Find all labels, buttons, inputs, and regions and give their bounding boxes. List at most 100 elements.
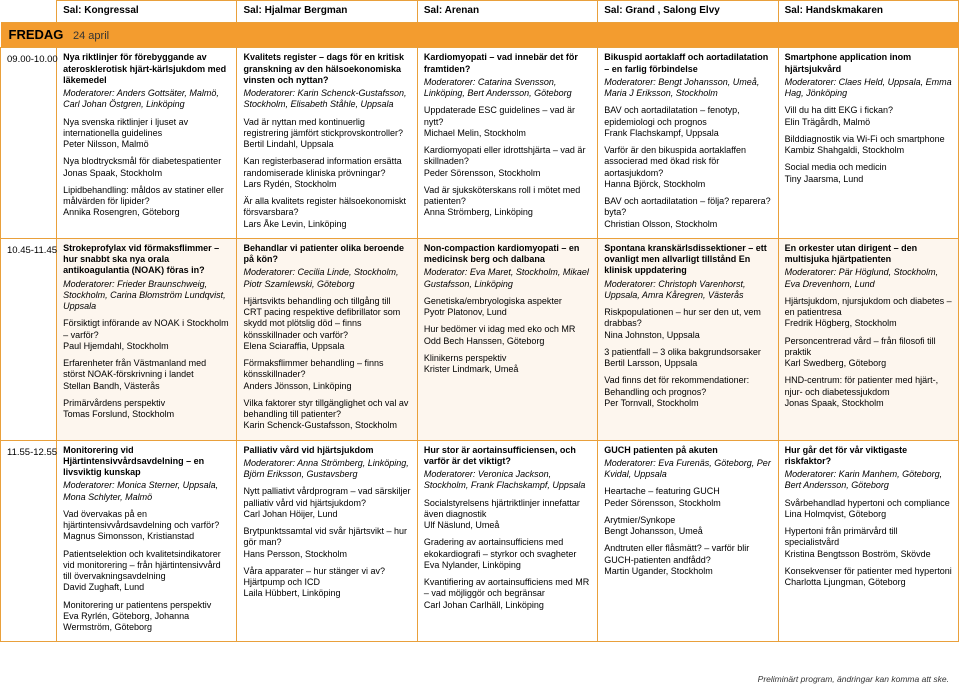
talk-speaker: Carl Johan Höijer, Lund	[243, 509, 410, 520]
talk-item: Varför är den bikuspida aortaklaffen ass…	[604, 145, 771, 190]
session-moderators: Moderatorer: Catarina Svensson, Linköpin…	[424, 77, 591, 100]
talk-title: Vad finns det för rekommendationer: Beha…	[604, 375, 771, 398]
talk-item: 3 patientfall – 3 olika bakgrundsorsaker…	[604, 347, 771, 370]
talk-title: Varför är den bikuspida aortaklaffen ass…	[604, 145, 771, 179]
talk-speaker: Frank Flachskampf, Uppsala	[604, 128, 771, 139]
session-cell: Non-compaction kardiomyopati – en medici…	[417, 238, 597, 440]
talk-title: Hjärtsjukdom, njursjukdom och diabetes –…	[785, 296, 952, 319]
talk-speaker: Michael Melin, Stockholm	[424, 128, 591, 139]
talk-title: Kan registerbaserad information ersätta …	[243, 156, 410, 179]
talk-speaker: Paul Hjemdahl, Stockholm	[63, 341, 230, 352]
talk-title: Hur bedömer vi idag med eko och MR	[424, 324, 591, 335]
talk-item: Konsekvenser för patienter med hypertoni…	[785, 566, 952, 589]
time-cell: 11.55-12.55	[1, 440, 57, 642]
session-title: Smartphone application inom hjärtsjukvår…	[785, 52, 952, 75]
talk-item: Patientselektion och kvalitetsindikatore…	[63, 549, 230, 594]
talk-title: Socialstyrelsens hjärtriktlinjer innefat…	[424, 498, 591, 521]
talk-item: Erfarenheter från Västmanland med störst…	[63, 358, 230, 392]
talk-speaker: Hans Persson, Stockholm	[243, 549, 410, 560]
talk-title: Lipidbehandling: måldos av statiner elle…	[63, 185, 230, 208]
talk-speaker: Tomas Forslund, Stockholm	[63, 409, 230, 420]
talk-speaker: Nina Johnston, Uppsala	[604, 330, 771, 341]
talk-item: Genetiska/embryologiska aspekterPyotr Pl…	[424, 296, 591, 319]
session-title: Kvalitets register – dags för en kritisk…	[243, 52, 410, 86]
session-moderators: Moderatorer: Anna Strömberg, Linköping, …	[243, 458, 410, 481]
talk-speaker: Bertil Lindahl, Uppsala	[243, 139, 410, 150]
talk-title: Riskpopulationen – hur ser den ut, vem d…	[604, 307, 771, 330]
talk-item: Arytmier/SynkopeBengt Johansson, Umeå	[604, 515, 771, 538]
talk-speaker: Peder Sörensson, Stockholm	[604, 498, 771, 509]
talk-speaker: Charlotta Ljungman, Göteborg	[785, 577, 952, 588]
talk-title: Vad är sjuksköterskans roll i mötet med …	[424, 185, 591, 208]
talk-speaker: Magnus Simonsson, Kristianstad	[63, 531, 230, 542]
session-title: Spontana kranskärlsdissektioner – ett ov…	[604, 243, 771, 277]
session-moderators: Moderator: Eva Maret, Stockholm, Mikael …	[424, 267, 591, 290]
talk-speaker: Eva Nylander, Linköping	[424, 560, 591, 571]
talk-item: Vill du ha ditt EKG i fickan?Elin Trägår…	[785, 105, 952, 128]
talk-speaker: Carl Johan Carlhäll, Linköping	[424, 600, 591, 611]
session-moderators: Moderatorer: Pär Höglund, Stockholm, Eva…	[785, 267, 952, 290]
talk-title: Kardiomyopati eller idrottshjärta – vad …	[424, 145, 591, 168]
talk-speaker: Kristina Bengtsson Boström, Skövde	[785, 549, 952, 560]
session-cell: Palliativ vård vid hjärtsjukdomModerator…	[237, 440, 417, 642]
talk-item: Förmaksflimmer behandling – finns könssk…	[243, 358, 410, 392]
talk-title: Primärvårdens perspektiv	[63, 398, 230, 409]
session-cell: Behandlar vi patienter olika beroende på…	[237, 238, 417, 440]
talk-speaker: Jonas Spaak, Stockholm	[785, 398, 952, 409]
corner-cell	[1, 1, 57, 23]
talk-speaker: Odd Bech Hanssen, Göteborg	[424, 336, 591, 347]
time-row: 11.55-12.55Monitorering vid Hjärtintensi…	[1, 440, 959, 642]
session-title: Strokeprofylax vid förmaksflimmer – hur …	[63, 243, 230, 277]
talk-speaker: Hanna Björck, Stockholm	[604, 179, 771, 190]
session-title: Bikuspid aortaklaff och aortadilatation …	[604, 52, 771, 75]
talk-title: Social media och medicin	[785, 162, 952, 173]
talk-item: Socialstyrelsens hjärtriktlinjer innefat…	[424, 498, 591, 532]
session-cell: Monitorering vid Hjärtintensivvårdsavdel…	[57, 440, 237, 642]
session-title: Non-compaction kardiomyopati – en medici…	[424, 243, 591, 266]
room-header: Sal: Hjalmar Bergman	[237, 1, 417, 23]
session-cell: Nya riktlinjer för förebyggande av atero…	[57, 48, 237, 239]
talk-title: Vill du ha ditt EKG i fickan?	[785, 105, 952, 116]
room-header: Sal: Kongressal	[57, 1, 237, 23]
talk-title: Genetiska/embryologiska aspekter	[424, 296, 591, 307]
talk-speaker: Fredrik Högberg, Stockholm	[785, 318, 952, 329]
session-cell: Strokeprofylax vid förmaksflimmer – hur …	[57, 238, 237, 440]
talk-speaker: Krister Lindmark, Umeå	[424, 364, 591, 375]
session-title: GUCH patienten på akuten	[604, 445, 771, 456]
talk-item: Hjärtsjukdom, njursjukdom och diabetes –…	[785, 296, 952, 330]
session-cell: Bikuspid aortaklaff och aortadilatation …	[598, 48, 778, 239]
talk-item: Vad är nyttan med kontinuerlig registrer…	[243, 117, 410, 151]
day-bar: FREDAG 24 april	[1, 22, 959, 48]
talk-speaker: Ulf Näslund, Umeå	[424, 520, 591, 531]
session-cell: En orkester utan dirigent – den multisju…	[778, 238, 958, 440]
talk-speaker: Elin Trägårdh, Malmö	[785, 117, 952, 128]
session-title: Kardiomyopati – vad innebär det för fram…	[424, 52, 591, 75]
talk-title: Monitorering ur patientens perspektiv	[63, 600, 230, 611]
talk-item: Vad övervakas på en hjärtintensivvårdsav…	[63, 509, 230, 543]
session-cell: Spontana kranskärlsdissektioner – ett ov…	[598, 238, 778, 440]
session-cell: Smartphone application inom hjärtsjukvår…	[778, 48, 958, 239]
day-label: FREDAG	[9, 27, 64, 42]
talk-title: Klinikerns perspektiv	[424, 353, 591, 364]
session-cell: GUCH patienten på akutenModeratorer: Eva…	[598, 440, 778, 642]
talk-speaker: Elena Sciaraffia, Uppsala	[243, 341, 410, 352]
talk-item: BAV och aortadilatation – fenotyp, epide…	[604, 105, 771, 139]
talk-item: Hur bedömer vi idag med eko och MROdd Be…	[424, 324, 591, 347]
talk-title: Gradering av aortainsufficiens med ekoka…	[424, 537, 591, 560]
talk-title: Uppdaterade ESC guidelines – vad är nytt…	[424, 105, 591, 128]
session-moderators: Moderatorer: Karin Manhem, Göteborg, Ber…	[785, 469, 952, 492]
talk-speaker: Jonas Spaak, Stockholm	[63, 168, 230, 179]
talk-item: Nya svenska riktlinjer i ljuset av inter…	[63, 117, 230, 151]
talk-item: Lipidbehandling: måldos av statiner elle…	[63, 185, 230, 219]
talk-speaker: Annika Rosengren, Göteborg	[63, 207, 230, 218]
talk-item: Personcentrerad vård – från filosofi til…	[785, 336, 952, 370]
day-row: FREDAG 24 april	[1, 22, 959, 48]
time-row: 09.00-10.00Nya riktlinjer för förebyggan…	[1, 48, 959, 239]
talk-item: Vad är sjuksköterskans roll i mötet med …	[424, 185, 591, 219]
talk-speaker: Tiny Jaarsma, Lund	[785, 174, 952, 185]
talk-title: Konsekvenser för patienter med hypertoni	[785, 566, 952, 577]
time-cell: 10.45-11.45	[1, 238, 57, 440]
day-date: 24 april	[73, 30, 109, 42]
talk-speaker: Bengt Johansson, Umeå	[604, 526, 771, 537]
talk-item: Våra apparater – hur stänger vi av? Hjär…	[243, 566, 410, 600]
